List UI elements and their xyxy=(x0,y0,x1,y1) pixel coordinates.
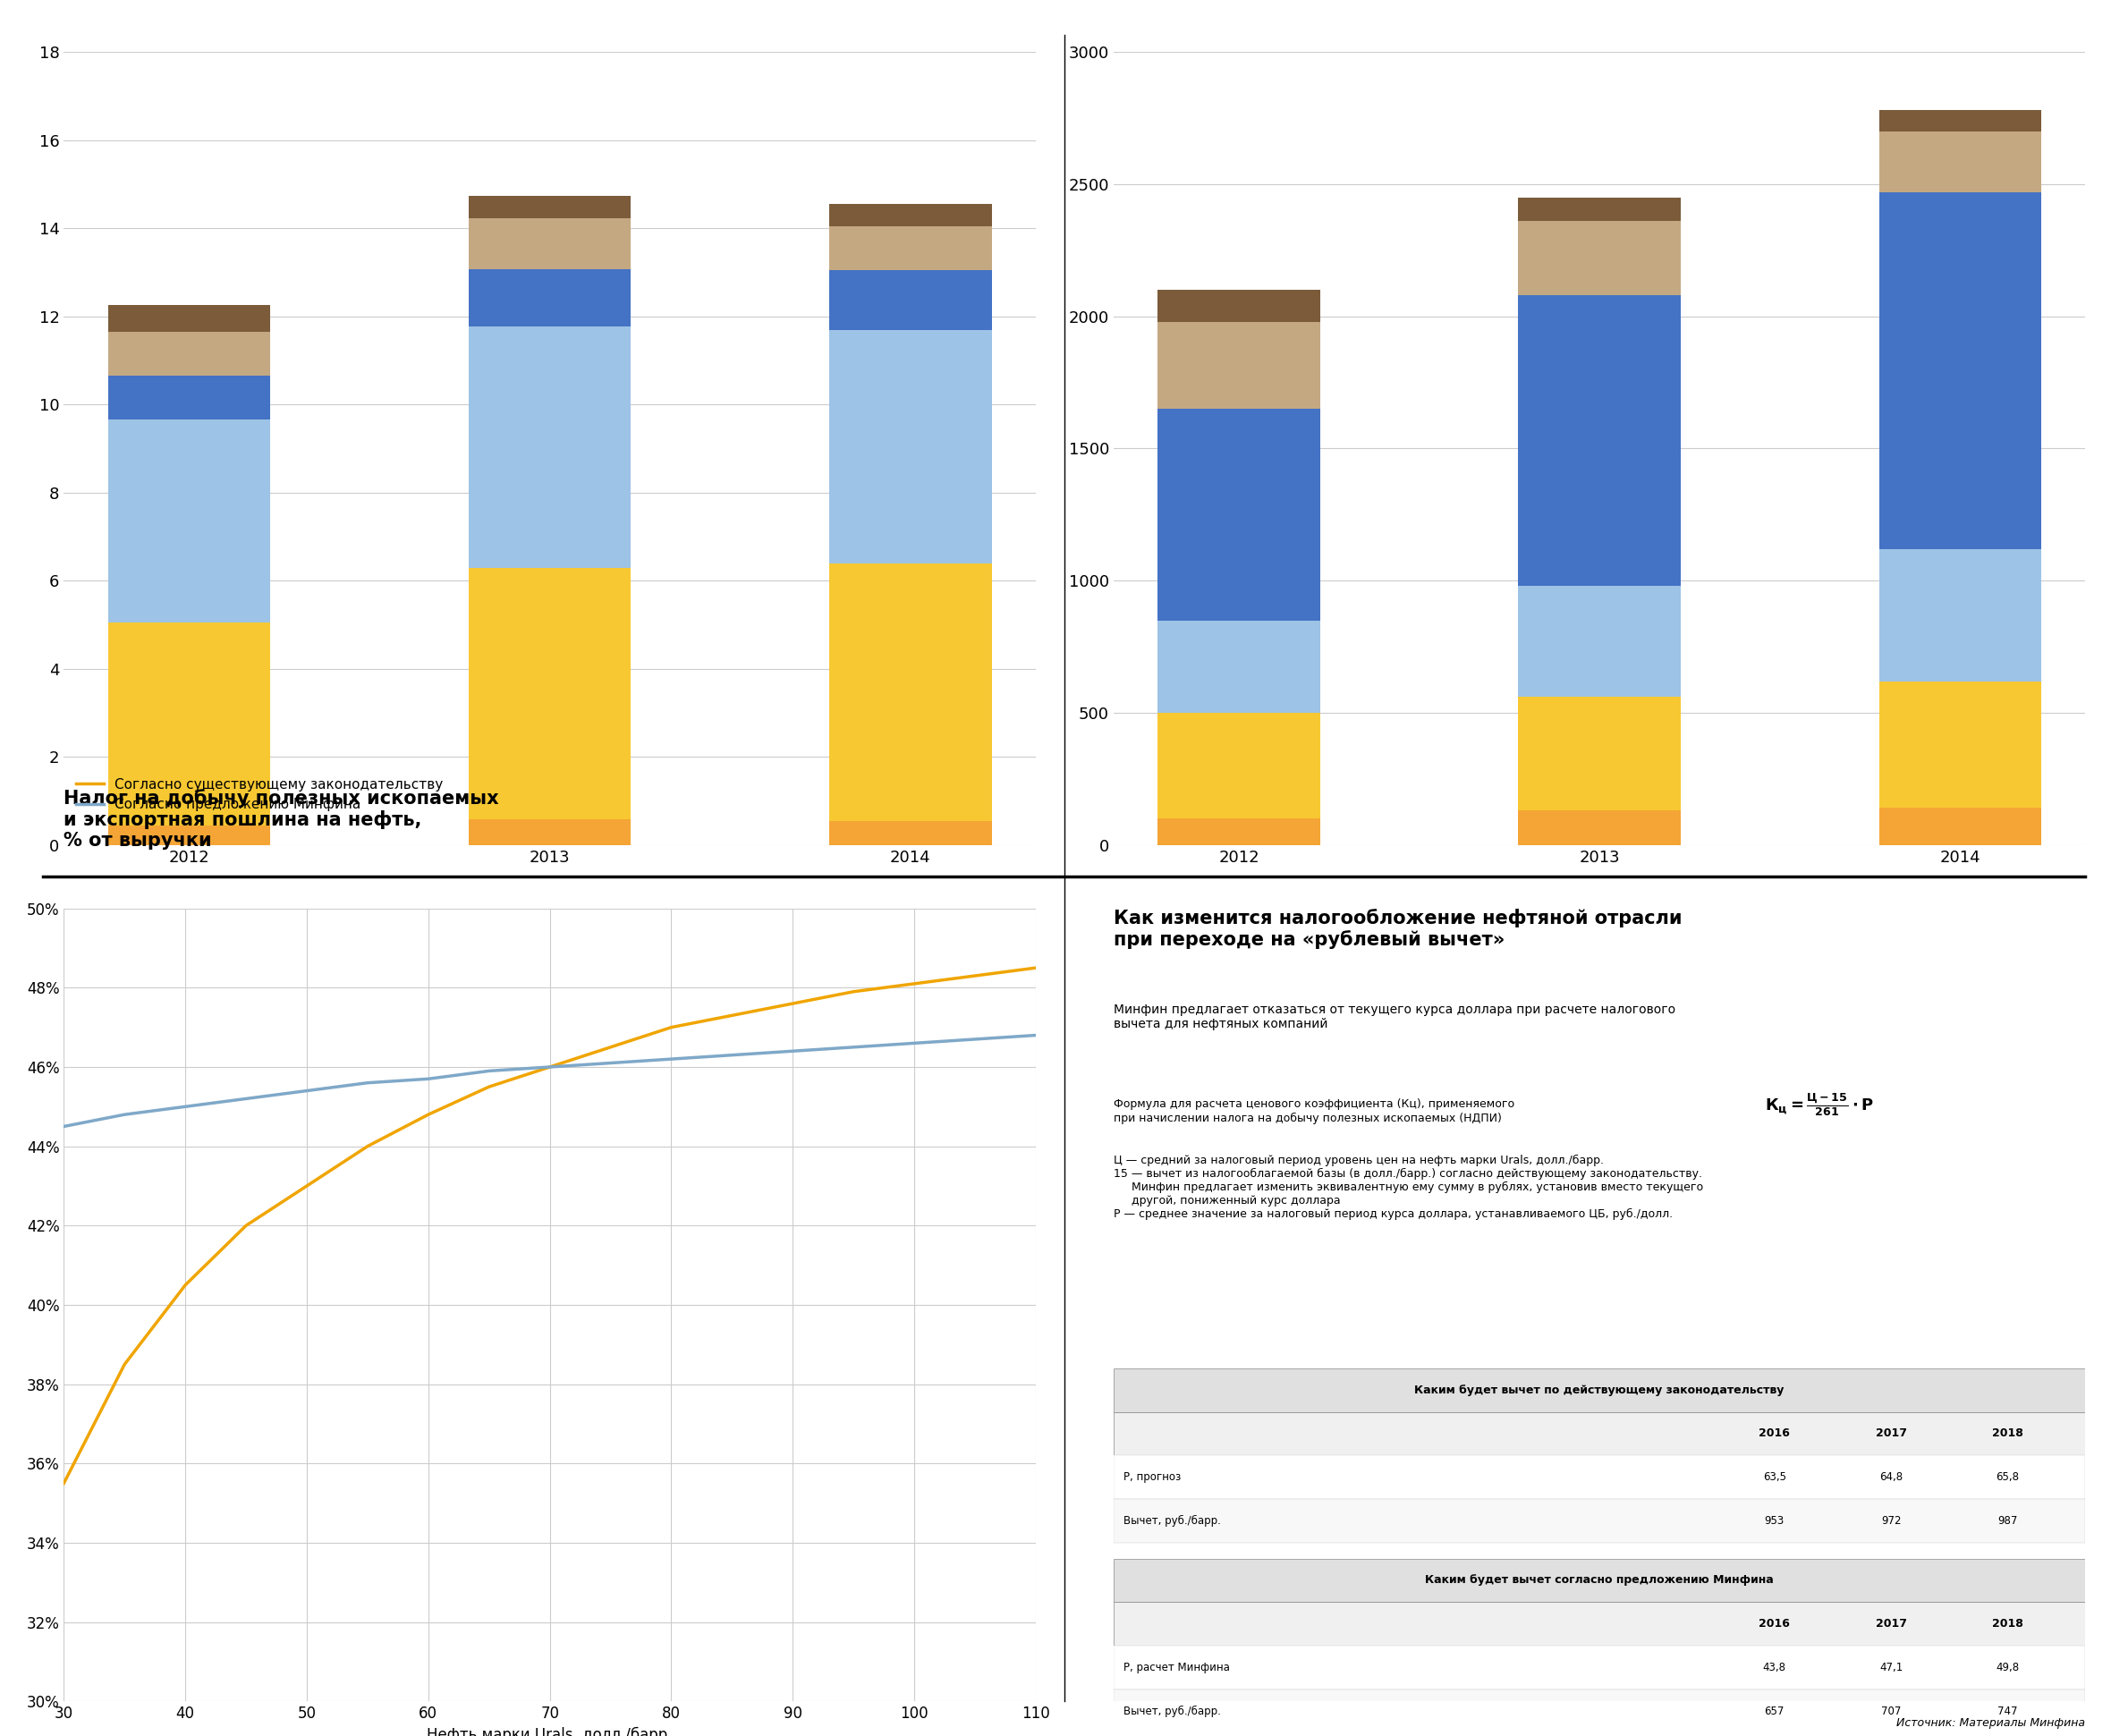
Text: 64,8: 64,8 xyxy=(1879,1472,1902,1483)
Bar xyxy=(1879,132,2041,193)
FancyBboxPatch shape xyxy=(1113,1646,2085,1689)
Bar xyxy=(1158,410,1319,620)
Text: 63,5: 63,5 xyxy=(1762,1472,1785,1483)
Text: 65,8: 65,8 xyxy=(1996,1472,2019,1483)
Text: Р, расчет Минфина: Р, расчет Минфина xyxy=(1124,1661,1230,1674)
FancyBboxPatch shape xyxy=(1113,1689,2085,1733)
Text: 49,8: 49,8 xyxy=(1996,1661,2019,1674)
Bar xyxy=(109,332,270,375)
Text: Вычет, руб./барр.: Вычет, руб./барр. xyxy=(1124,1705,1221,1717)
Bar xyxy=(468,568,630,819)
Legend: Согласно существующему законодательству, Согласно предложению Минфина: Согласно существующему законодательству,… xyxy=(70,773,449,818)
Text: Источник: Материалы Минфина: Источник: Материалы Минфина xyxy=(1896,1717,2085,1729)
Text: Ц — средний за налоговый период уровень цен на нефть марки Urals, долл./барр.
15: Ц — средний за налоговый период уровень … xyxy=(1113,1154,1702,1220)
Bar xyxy=(1879,807,2041,845)
Bar xyxy=(1158,713,1319,819)
Bar xyxy=(1158,819,1319,845)
Bar xyxy=(109,825,270,845)
Bar xyxy=(1879,109,2041,132)
Text: Каким будет вычет согласно предложению Минфина: Каким будет вычет согласно предложению М… xyxy=(1426,1575,1775,1587)
FancyBboxPatch shape xyxy=(1113,1411,2085,1455)
FancyBboxPatch shape xyxy=(1113,1500,2085,1543)
Text: Р, прогноз: Р, прогноз xyxy=(1124,1472,1181,1483)
Bar xyxy=(830,271,992,330)
Text: 2017: 2017 xyxy=(1875,1429,1907,1439)
Bar xyxy=(1519,220,1681,295)
Text: Как изменится налогообложение нефтяной отрасли
при переходе на «рублевый вычет»: Как изменится налогообложение нефтяной о… xyxy=(1113,908,1681,950)
Bar xyxy=(830,226,992,271)
Text: 2018: 2018 xyxy=(1992,1429,2024,1439)
Bar xyxy=(830,562,992,821)
Bar xyxy=(1879,193,2041,549)
Bar xyxy=(830,205,992,226)
Bar xyxy=(1158,620,1319,713)
FancyBboxPatch shape xyxy=(1113,1733,2085,1736)
FancyBboxPatch shape xyxy=(1113,1455,2085,1500)
Text: 987: 987 xyxy=(1998,1516,2017,1526)
Text: 747: 747 xyxy=(1998,1705,2017,1717)
Text: 47,1: 47,1 xyxy=(1879,1661,1902,1674)
Text: 2016: 2016 xyxy=(1760,1618,1790,1630)
Text: Формула для расчета ценового коэффициента (Кц), применяемого
при начислении нало: Формула для расчета ценового коэффициент… xyxy=(1113,1099,1515,1123)
Text: $\mathbf{К_ц = \frac{Ц - 15}{261} \cdot Р}$: $\mathbf{К_ц = \frac{Ц - 15}{261} \cdot … xyxy=(1764,1090,1875,1118)
Bar xyxy=(468,196,630,219)
FancyBboxPatch shape xyxy=(1113,1368,2085,1411)
Text: 2017: 2017 xyxy=(1875,1618,1907,1630)
Bar xyxy=(109,306,270,332)
Bar xyxy=(109,420,270,623)
Text: 953: 953 xyxy=(1764,1516,1785,1526)
Bar xyxy=(830,330,992,562)
Bar xyxy=(1879,549,2041,681)
Text: 43,8: 43,8 xyxy=(1762,1661,1785,1674)
Bar xyxy=(468,819,630,845)
FancyBboxPatch shape xyxy=(1113,1559,2085,1602)
Bar xyxy=(109,623,270,825)
Text: 2018: 2018 xyxy=(1992,1618,2024,1630)
Bar xyxy=(1519,811,1681,845)
Bar xyxy=(1519,295,1681,587)
FancyBboxPatch shape xyxy=(1113,1602,2085,1646)
Bar xyxy=(830,821,992,845)
Bar xyxy=(1519,198,1681,220)
Text: 657: 657 xyxy=(1764,1705,1785,1717)
Text: Налог на добычу полезных ископаемых
и экспортная пошлина на нефть,
% от выручки: Налог на добычу полезных ископаемых и эк… xyxy=(64,788,500,851)
Bar xyxy=(1158,321,1319,410)
Text: 707: 707 xyxy=(1881,1705,1900,1717)
Text: 972: 972 xyxy=(1881,1516,1900,1526)
Bar xyxy=(468,326,630,568)
Bar xyxy=(1879,681,2041,807)
Bar xyxy=(1158,290,1319,321)
Bar xyxy=(1519,696,1681,811)
Text: Каким будет вычет по действующему законодательству: Каким будет вычет по действующему законо… xyxy=(1415,1384,1785,1396)
Bar xyxy=(468,219,630,269)
Text: Вычет, руб./барр.: Вычет, руб./барр. xyxy=(1124,1516,1221,1526)
Bar xyxy=(1519,587,1681,696)
X-axis label: Нефть марки Urals, долл./барр.: Нефть марки Urals, долл./барр. xyxy=(428,1727,672,1736)
Text: Минфин предлагает отказаться от текущего курса доллара при расчете налогового
вы: Минфин предлагает отказаться от текущего… xyxy=(1113,1003,1675,1031)
Bar xyxy=(109,375,270,420)
Bar xyxy=(468,269,630,326)
Text: 2016: 2016 xyxy=(1760,1429,1790,1439)
